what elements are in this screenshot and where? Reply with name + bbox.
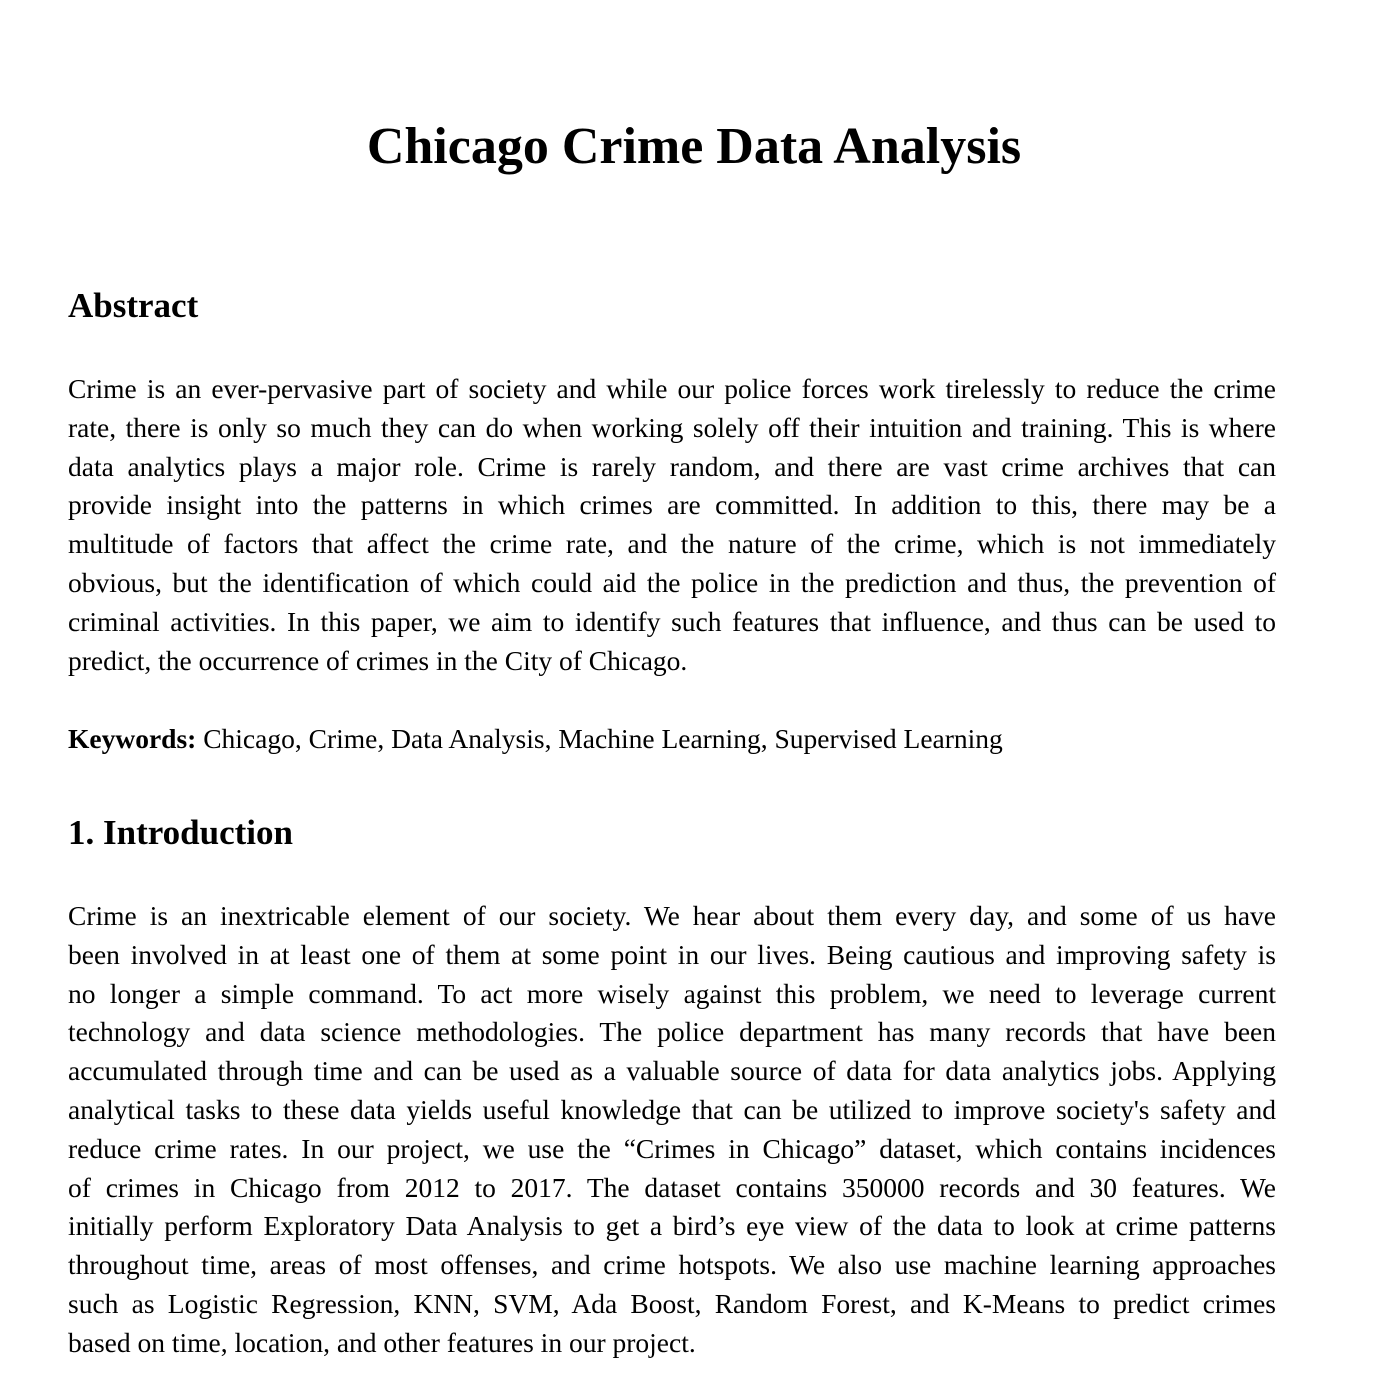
abstract-line: obvious, but the identification of which… (68, 566, 1276, 598)
introduction-line: initially perform Exploratory Data Analy… (68, 1210, 1276, 1242)
introduction-line: Crime is an inextricable element of our … (68, 900, 1276, 931)
introduction-line: no longer a simple command. To act more … (68, 977, 1276, 1009)
abstract-line: rate, there is only so much they can do … (68, 411, 1276, 443)
introduction-line: such as Logistic Regression, KNN, SVM, A… (68, 1287, 1276, 1319)
introduction-line: reduce crime rates. In our project, we u… (68, 1132, 1276, 1164)
abstract-line: predict, the occurrence of crimes in the… (68, 644, 688, 676)
introduction-line: accumulated through time and can be used… (68, 1055, 1276, 1087)
introduction-heading: 1. Introduction (68, 813, 293, 852)
keywords-text: Chicago, Crime, Data Analysis, Machine L… (196, 723, 1003, 754)
keywords: Keywords: Chicago, Crime, Data Analysis,… (68, 719, 1003, 759)
introduction-line: of crimes in Chicago from 2012 to 2017. … (68, 1171, 1276, 1203)
paper-title: Chicago Crime Data Analysis (366, 118, 1022, 175)
abstract-paragraph: Crime is an ever-pervasive part of socie… (68, 370, 1276, 680)
abstract-line: Crime is an ever-pervasive part of socie… (68, 373, 1276, 404)
abstract-line: criminal activities. In this paper, we a… (68, 605, 1276, 637)
introduction-line: throughout time, areas of most offenses,… (68, 1249, 1276, 1281)
abstract-line: data analytics plays a major role. Crime… (68, 450, 1276, 482)
abstract-line: multitude of factors that affect the cri… (68, 528, 1276, 560)
abstract-line: provide insight into the patterns in whi… (68, 489, 1276, 521)
keywords-label: Keywords: (68, 723, 197, 754)
introduction-line: based on time, location, and other featu… (68, 1326, 696, 1358)
introduction-paragraph: Crime is an inextricable element of our … (68, 897, 1276, 1363)
introduction-line: technology and data science methodologie… (68, 1016, 1276, 1048)
introduction-line: analytical tasks to these data yields us… (68, 1093, 1276, 1125)
abstract-heading: Abstract (68, 286, 199, 325)
introduction-line: been involved in at least one of them at… (68, 938, 1276, 970)
